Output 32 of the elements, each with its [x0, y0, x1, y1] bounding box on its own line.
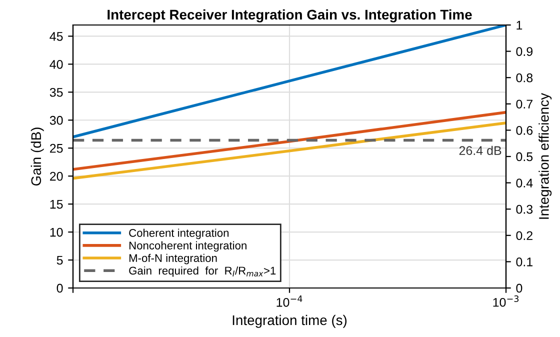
y-tick-label: 25 [50, 144, 63, 153]
x-tick-label: 10$^{−3}$ [493, 295, 519, 307]
y-tick-label: 10 [50, 228, 63, 237]
legend-label: Gain required for R$_{I}$/R$_{max}$>1 [129, 266, 276, 277]
y-tick-label: 20 [50, 172, 63, 181]
y2-tick-label: 0.3 [516, 204, 533, 214]
annotation: 26.4 dB [459, 146, 502, 156]
y-tick-label: 45 [50, 32, 63, 41]
x-tick-label: 10$^{−4}$ [276, 296, 302, 307]
legend-label: M-of-N integration [129, 254, 217, 264]
y2-tick-label: 0.1 [516, 258, 532, 266]
legend-label: Coherent integration [129, 228, 229, 240]
y-tick-label: 5 [56, 256, 63, 265]
y2-tick-label: 0.2 [516, 231, 532, 240]
y2-tick-label: 0.9 [516, 47, 533, 56]
chart-title: Intercept Receiver Integration Gain vs. Integration Time [108, 9, 472, 22]
y-tick-label: 35 [50, 88, 63, 97]
y2-tick-label: 0.5 [516, 152, 533, 162]
y2-tick-label: 1 [516, 20, 522, 30]
y2-tick-label: 0 [516, 284, 522, 293]
y2-tick-label: 0.6 [516, 126, 533, 135]
y2-axis-title: Integration efficiency [538, 92, 552, 219]
y2-tick-label: 0.4 [516, 178, 533, 188]
x-axis-title: Integration time (s) [232, 314, 347, 328]
y-tick-label: 30 [50, 116, 63, 125]
y2-tick-label: 0.8 [516, 73, 533, 82]
y2-tick-label: 0.7 [516, 100, 532, 109]
y-tick-label: 0 [56, 284, 63, 293]
y-axis-title: Gain (dB) [30, 128, 44, 186]
legend-label: Noncoherent integration [129, 241, 246, 252]
y-tick-label: 40 [50, 60, 63, 69]
y-tick-label: 15 [50, 200, 63, 209]
